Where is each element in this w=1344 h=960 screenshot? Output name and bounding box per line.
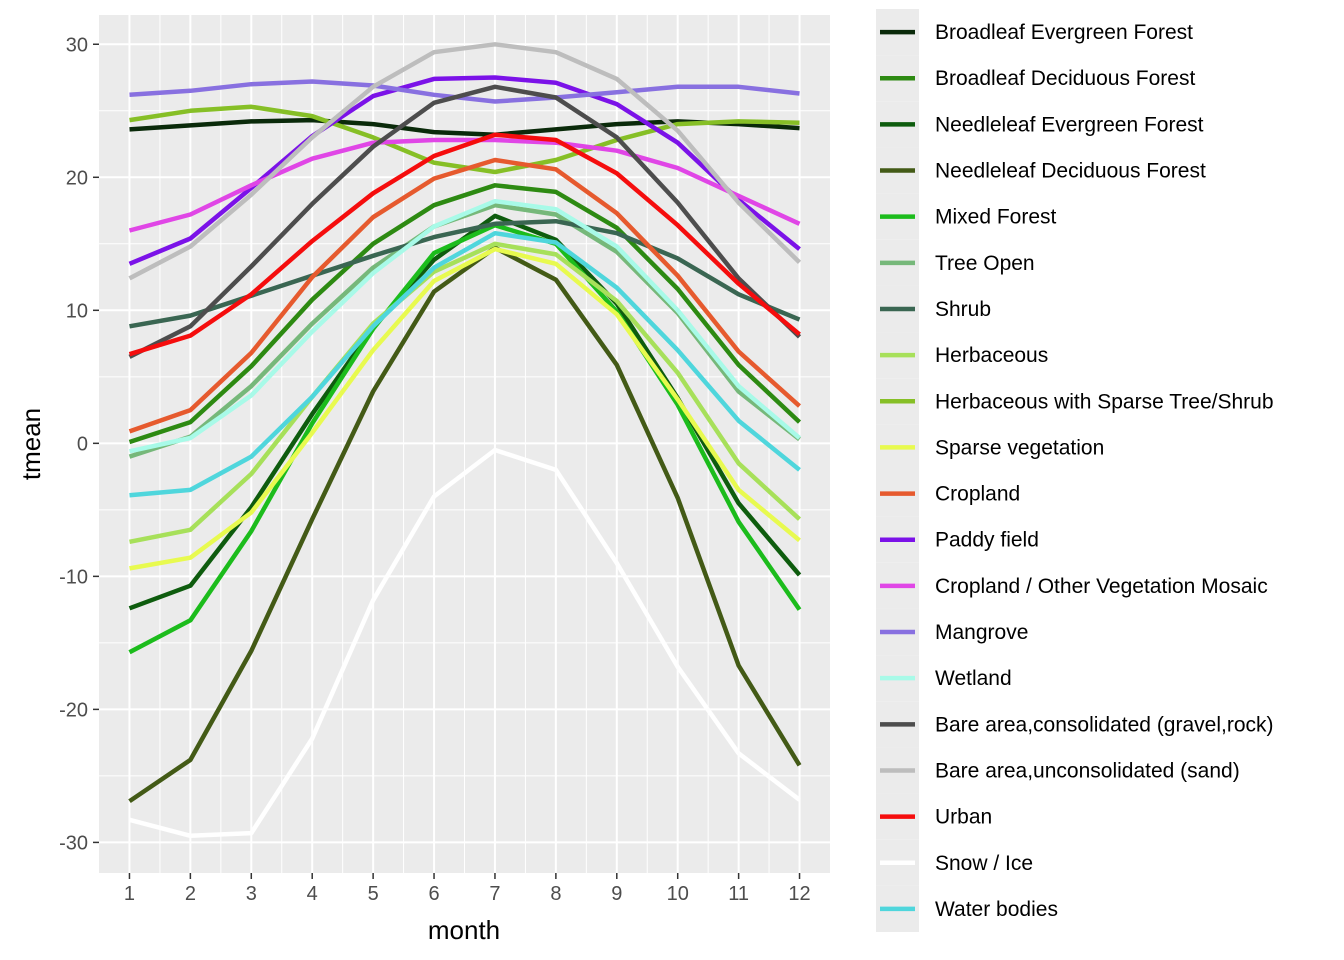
x-axis: 1 2 3 4 5 6 7 8 9 10 11 12 [124,873,811,905]
series-line [129,198,801,454]
x-tick-label: 8 [550,883,561,905]
series-line [128,84,802,359]
legend-label: Urban [935,806,992,829]
x-tick-label: 4 [307,883,318,905]
series-line [128,132,801,357]
x-tick-label: 1 [124,883,135,905]
series-line [128,447,801,839]
legend-label: Water bodies [935,898,1058,921]
y-tick-label: 10 [66,300,88,322]
legend-label: Sparse vegetation [935,436,1104,459]
x-tick-label: 10 [667,883,689,905]
series-line [129,246,801,571]
series-line [128,42,802,281]
series-line [128,245,802,804]
series-line [128,75,801,266]
y-tick-label: -30 [59,832,88,854]
series-line [129,241,802,545]
y-tick-label: 30 [66,34,88,56]
legend-label: Mixed Forest [935,206,1057,229]
x-axis-title: month [428,915,500,945]
y-axis-title: tmean [16,408,46,480]
x-tick-label: 12 [788,883,810,905]
series-line [128,183,802,445]
y-tick-label: -10 [59,566,88,588]
x-tick-label: 6 [428,883,439,905]
legend-label: Shrub [935,298,991,321]
x-tick-label: 2 [185,883,196,905]
series-line [128,222,802,655]
x-tick-label: 5 [368,883,379,905]
legend-label: Snow / Ice [935,852,1033,875]
legend-label: Broadleaf Evergreen Forest [935,21,1193,44]
x-tick-label: 11 [728,883,749,905]
y-tick-label: -20 [59,699,88,721]
legend-label: Herbaceous [935,344,1048,367]
legend-label: Paddy field [935,529,1039,552]
series-line [129,230,801,498]
legend-label: Herbaceous with Sparse Tree/Shrub [935,390,1274,413]
legend-label: Bare area,unconsolidated (sand) [935,759,1240,782]
series-lines [128,42,802,839]
x-tick-label: 3 [246,883,257,905]
y-tick-label: 0 [77,433,88,455]
legend-label: Needleleaf Deciduous Forest [935,160,1206,183]
legend-label: Needleleaf Evergreen Forest [935,113,1204,136]
legend-label: Broadleaf Deciduous Forest [935,67,1195,90]
x-tick-label: 9 [611,883,622,905]
legend: Broadleaf Evergreen Forest Broadleaf Deci… [876,9,1274,932]
legend-label: Tree Open [935,252,1035,275]
legend-label: Cropland [935,483,1020,506]
legend-label: Cropland / Other Vegetation Mosaic [935,575,1268,598]
legend-label: Bare area,consolidated (gravel,rock) [935,713,1274,736]
legend-label: Mangrove [935,621,1028,644]
series-line [129,79,800,104]
y-tick-label: 20 [66,167,88,189]
series-line [128,137,801,233]
legend-label: Wetland [935,667,1012,690]
y-axis: -30 -20 -10 0 10 20 30 [59,34,99,854]
x-tick-label: 7 [489,883,500,905]
series-line [128,157,802,434]
